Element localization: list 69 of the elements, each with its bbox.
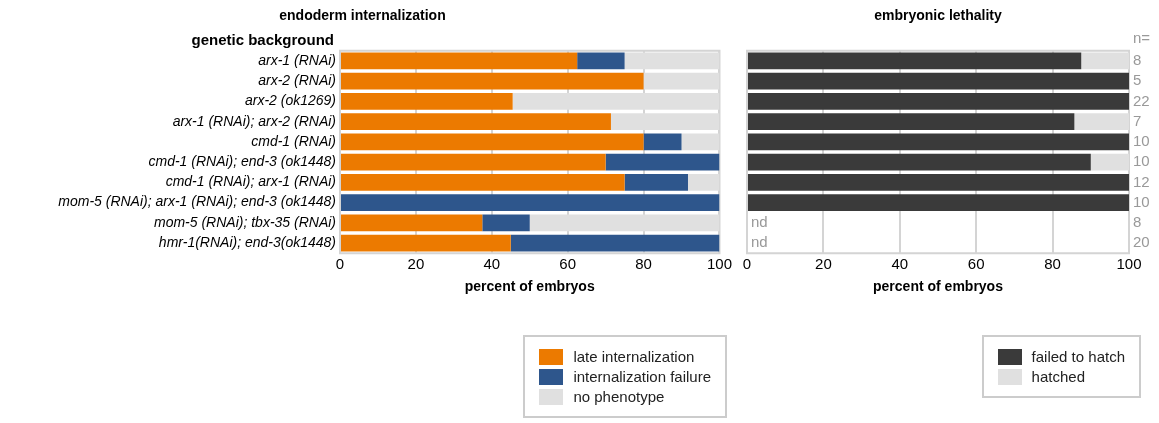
bar [605, 153, 720, 171]
x-tick-label: 40 [891, 255, 909, 273]
x-tick-label: 0 [742, 255, 752, 273]
x-tick-label: 100 [706, 255, 732, 273]
bar [748, 153, 1091, 171]
text: 10 [1133, 132, 1150, 150]
bar [482, 214, 530, 232]
y-tick-label: cmd-1 (RNAi); end-3 (ok1448) [148, 153, 336, 170]
bar [341, 133, 644, 151]
text: nd [751, 212, 768, 230]
y-tick-label: mom-5 (RNAi); arx-1 (RNAi); end-3 (ok1448) [58, 193, 336, 210]
bar [341, 52, 578, 70]
bar [748, 52, 1082, 70]
text: 10 [1133, 192, 1150, 210]
text: n= [1133, 28, 1151, 46]
text: 12 [1133, 172, 1150, 190]
legend-label: late internalization [573, 348, 695, 365]
bar [341, 214, 483, 232]
legend-label: failed to hatch [1031, 348, 1125, 365]
y-tick-label: mom-5 (RNAi); tbx-35 (RNAi) [153, 213, 336, 230]
text: 8 [1133, 51, 1142, 69]
bar [748, 113, 1075, 130]
bar [643, 133, 682, 151]
bar [624, 174, 688, 191]
x-axis-title: percent of embryos [873, 278, 1004, 295]
text: nd [751, 233, 768, 251]
y-tick-label: arx-1 (RNAi); arx-2 (RNAi) [172, 112, 336, 129]
y-tick-label: arx-1 (RNAi) [258, 51, 336, 68]
text: 5 [1133, 71, 1142, 89]
x-tick-label: 20 [407, 255, 425, 273]
x-tick-label: 0 [335, 255, 345, 273]
x-tick-label: 20 [815, 255, 832, 273]
bar [341, 72, 644, 90]
bar [341, 93, 513, 110]
x-tick-label: 80 [635, 255, 652, 273]
bar [748, 93, 1129, 110]
bar [510, 234, 720, 252]
x-tick-label: 80 [1044, 255, 1061, 273]
bar [748, 72, 1129, 90]
bar [577, 52, 625, 70]
text: 10 [1133, 152, 1150, 170]
y-tick-label: hmr-1(RNAi); end-3(ok1448) [158, 233, 336, 250]
text: 22 [1133, 91, 1150, 109]
legend-label: internalization failure [573, 368, 711, 385]
x-tick-label: 60 [967, 255, 985, 273]
x-tick-label: 40 [483, 255, 501, 273]
chart-title: embryonic lethality [874, 7, 1003, 24]
text: 8 [1133, 212, 1142, 230]
y-tick-label: arx-2 (ok1269) [244, 92, 336, 109]
text: 20 [1133, 233, 1150, 251]
y-axis-title: genetic background [191, 31, 334, 49]
legend-label: no phenotype [573, 388, 665, 405]
chart-title: endoderm internalization [279, 7, 446, 24]
bar [748, 174, 1129, 191]
x-tick-label: 60 [559, 255, 577, 273]
bar [341, 174, 625, 191]
y-tick-label: arx-2 (RNAi) [258, 72, 336, 89]
y-tick-label: cmd-1 (RNAi); arx-1 (RNAi) [165, 173, 336, 190]
bar [748, 133, 1129, 151]
bar [748, 194, 1129, 211]
text: 7 [1133, 111, 1142, 129]
bar [341, 153, 606, 171]
bar [341, 234, 511, 252]
legend-label: hatched [1031, 368, 1085, 385]
x-axis-title: percent of embryos [464, 278, 595, 295]
bar [341, 113, 611, 130]
bar [341, 194, 720, 211]
y-tick-label: cmd-1 (RNAi) [251, 132, 336, 149]
x-tick-label: 100 [1116, 255, 1142, 273]
